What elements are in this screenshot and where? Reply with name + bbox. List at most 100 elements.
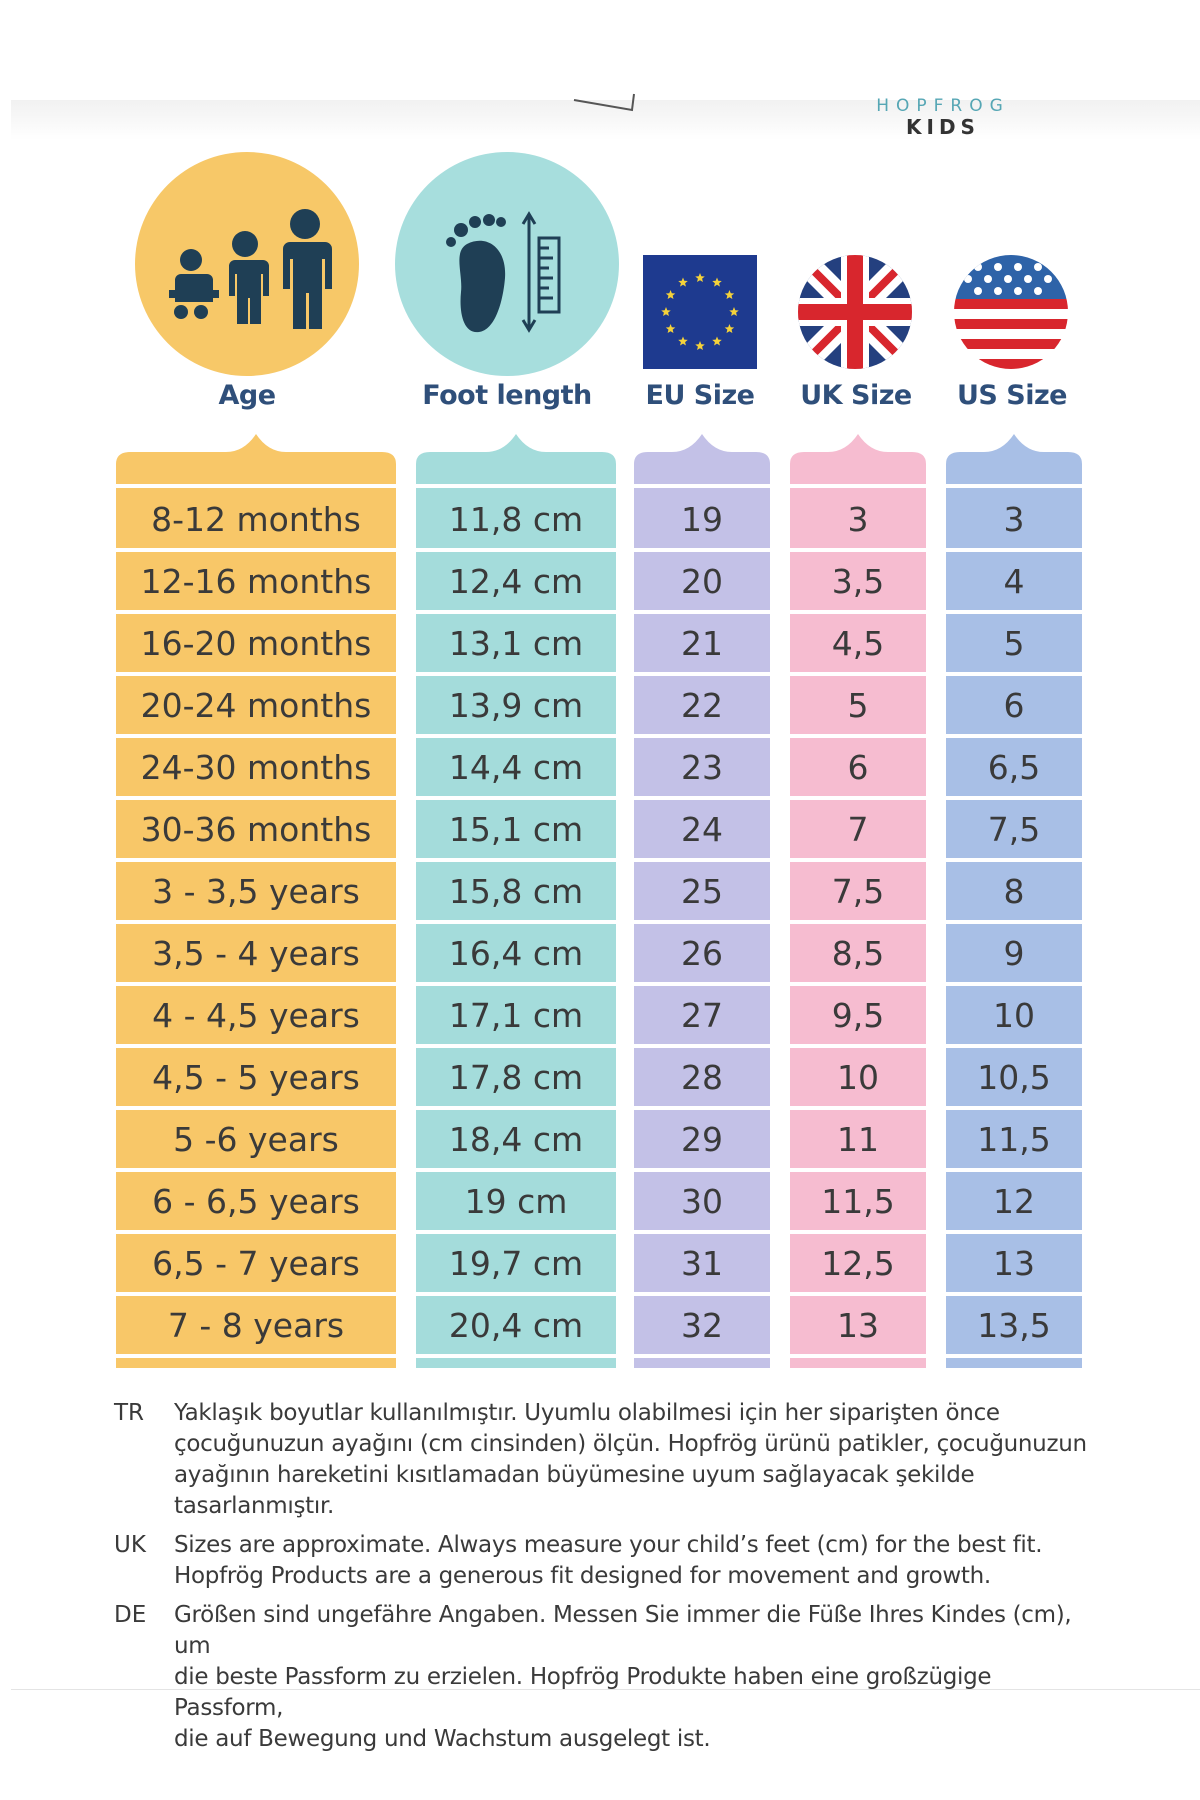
- table-cell-us: 10: [946, 986, 1082, 1048]
- table-cell-us: 7,5: [946, 800, 1082, 862]
- table-cell-eu: 27: [634, 986, 770, 1048]
- table-cell-eu: 19: [634, 490, 770, 552]
- table-cell-us: 13: [946, 1234, 1082, 1296]
- column-age: 8-12 months 12-16 months 16-20 months 20-24…: [116, 420, 396, 1368]
- table-cell-age: 12-16 months: [116, 552, 396, 614]
- table-cell-uk: 12,5: [790, 1234, 926, 1296]
- table-cell-uk: 4,5: [790, 614, 926, 676]
- table-cell-foot: 20,4 cm: [416, 1296, 616, 1358]
- table-cell-foot: 19,7 cm: [416, 1234, 616, 1296]
- note-text: Yaklaşık boyutlar kullanılmıştır. Uyumlu…: [174, 1398, 1094, 1522]
- table-cell-age: 30-36 months: [116, 800, 396, 862]
- note-line: ayağının hareketini kısıtlamadan büyümes…: [174, 1462, 975, 1519]
- note-language: TR: [114, 1400, 145, 1426]
- table-cell-eu: 32: [634, 1296, 770, 1358]
- table-cell-age: 6 - 6,5 years: [116, 1172, 396, 1234]
- table-cell-us: 5: [946, 614, 1082, 676]
- table-cell-age: 3 - 3,5 years: [116, 862, 396, 924]
- column-cap: [790, 434, 926, 490]
- header-us-size: US Size: [957, 380, 1068, 411]
- note-line: Hopfrög Products are a generous fit desi…: [174, 1563, 991, 1589]
- us-flag-icon: [954, 255, 1068, 369]
- table-cell-age: 3,5 - 4 years: [116, 924, 396, 986]
- table-cell-age: 4,5 - 5 years: [116, 1048, 396, 1110]
- note-text: Sizes are approximate. Always measure yo…: [174, 1530, 1043, 1592]
- table-cell-uk: 11,5: [790, 1172, 926, 1234]
- table-cell-uk: 3,5: [790, 552, 926, 614]
- table-cell-us: 6: [946, 676, 1082, 738]
- column-us-size: 3 4 5 6 6,5 7,5 8 9 10 10,5 11,5 12 13 13,5: [946, 420, 1082, 1368]
- note-line: die auf Bewegung und Wachstum ausgelegt …: [174, 1726, 711, 1752]
- table-cell-eu: 26: [634, 924, 770, 986]
- table-cell-foot: 17,1 cm: [416, 986, 616, 1048]
- table-cell-uk: 8,5: [790, 924, 926, 986]
- table-cell-uk: 7,5: [790, 862, 926, 924]
- column-foot: [116, 1358, 396, 1368]
- header-eu-size: EU Size: [645, 380, 756, 411]
- column-cap: [634, 434, 770, 490]
- column-cap: [946, 434, 1082, 490]
- table-cell-foot: 15,1 cm: [416, 800, 616, 862]
- table-cell-eu: 25: [634, 862, 770, 924]
- table-cell-us: 13,5: [946, 1296, 1082, 1358]
- footprint-ruler-icon: [395, 152, 619, 376]
- table-cell-age: 24-30 months: [116, 738, 396, 800]
- column-foot: [634, 1358, 770, 1368]
- table-cell-foot: 19 cm: [416, 1172, 616, 1234]
- table-cell-us: 6,5: [946, 738, 1082, 800]
- table-cell-foot: 16,4 cm: [416, 924, 616, 986]
- table-cell-foot: 15,8 cm: [416, 862, 616, 924]
- table-cell-uk: 9,5: [790, 986, 926, 1048]
- column-cap: [116, 434, 396, 490]
- note-line: die beste Passform zu erzielen. Hopfrög …: [174, 1664, 992, 1721]
- table-cell-us: 9: [946, 924, 1082, 986]
- table-cell-us: 8: [946, 862, 1082, 924]
- table-cell-foot: 18,4 cm: [416, 1110, 616, 1172]
- table-cell-uk: 10: [790, 1048, 926, 1110]
- table-cell-uk: 11: [790, 1110, 926, 1172]
- table-cell-foot: 13,9 cm: [416, 676, 616, 738]
- corner-mark-icon: [573, 93, 635, 112]
- table-cell-uk: 7: [790, 800, 926, 862]
- top-shadow: [11, 100, 1200, 140]
- table-cell-eu: 29: [634, 1110, 770, 1172]
- note-uk: UK Sizes are approximate. Always measure …: [114, 1530, 1094, 1592]
- note-line: Größen sind ungefähre Angaben. Messen Si…: [174, 1602, 1072, 1659]
- table-cell-uk: 5: [790, 676, 926, 738]
- table-cell-us: 12: [946, 1172, 1082, 1234]
- table-cell-eu: 31: [634, 1234, 770, 1296]
- column-uk-size: 3 3,5 4,5 5 6 7 7,5 8,5 9,5 10 11 11,5 12,5 13: [790, 420, 926, 1368]
- note-line: Yaklaşık boyutlar kullanılmıştır. Uyumlu…: [174, 1400, 1000, 1426]
- table-cell-us: 11,5: [946, 1110, 1082, 1172]
- note-tr: TR Yaklaşık boyutlar kullanılmıştır. Uyum…: [114, 1398, 1094, 1522]
- table-cell-us: 4: [946, 552, 1082, 614]
- note-language: DE: [114, 1602, 147, 1628]
- table-cell-uk: 3: [790, 490, 926, 552]
- column-foot: [946, 1358, 1082, 1368]
- table-cell-eu: 20: [634, 552, 770, 614]
- table-cell-uk: 13: [790, 1296, 926, 1358]
- table-cell-age: 5 -6 years: [116, 1110, 396, 1172]
- table-cell-foot: 17,8 cm: [416, 1048, 616, 1110]
- table-cell-age: 4 - 4,5 years: [116, 986, 396, 1048]
- table-cell-us: 3: [946, 490, 1082, 552]
- column-eu-size: 19 20 21 22 23 24 25 26 27 28 29 30 31 32: [634, 420, 770, 1368]
- column-foot: [790, 1358, 926, 1368]
- table-cell-foot: 12,4 cm: [416, 552, 616, 614]
- note-line: çocuğunuzun ayağını (cm cinsinden) ölçün…: [174, 1431, 1087, 1457]
- column-foot: [416, 1358, 616, 1368]
- note-line: Sizes are approximate. Always measure yo…: [174, 1532, 1043, 1558]
- table-cell-foot: 14,4 cm: [416, 738, 616, 800]
- table-cell-age: 16-20 months: [116, 614, 396, 676]
- table-cell-foot: 11,8 cm: [416, 490, 616, 552]
- header-foot-length: Foot length: [422, 380, 592, 411]
- brand-logo: HOPFROG KIDS: [868, 96, 1018, 138]
- column-foot-length: 11,8 cm 12,4 cm 13,1 cm 13,9 cm 14,4 cm 15,1 …: [416, 420, 616, 1368]
- note-de: DE Größen sind ungefähre Angaben. Messen …: [114, 1600, 1094, 1755]
- note-text: Größen sind ungefähre Angaben. Messen Si…: [174, 1600, 1094, 1755]
- table-cell-age: 8-12 months: [116, 490, 396, 552]
- table-cell-age: 20-24 months: [116, 676, 396, 738]
- header-age: Age: [218, 380, 276, 411]
- brand-logo-bottom: KIDS: [906, 115, 980, 139]
- table-cell-eu: 28: [634, 1048, 770, 1110]
